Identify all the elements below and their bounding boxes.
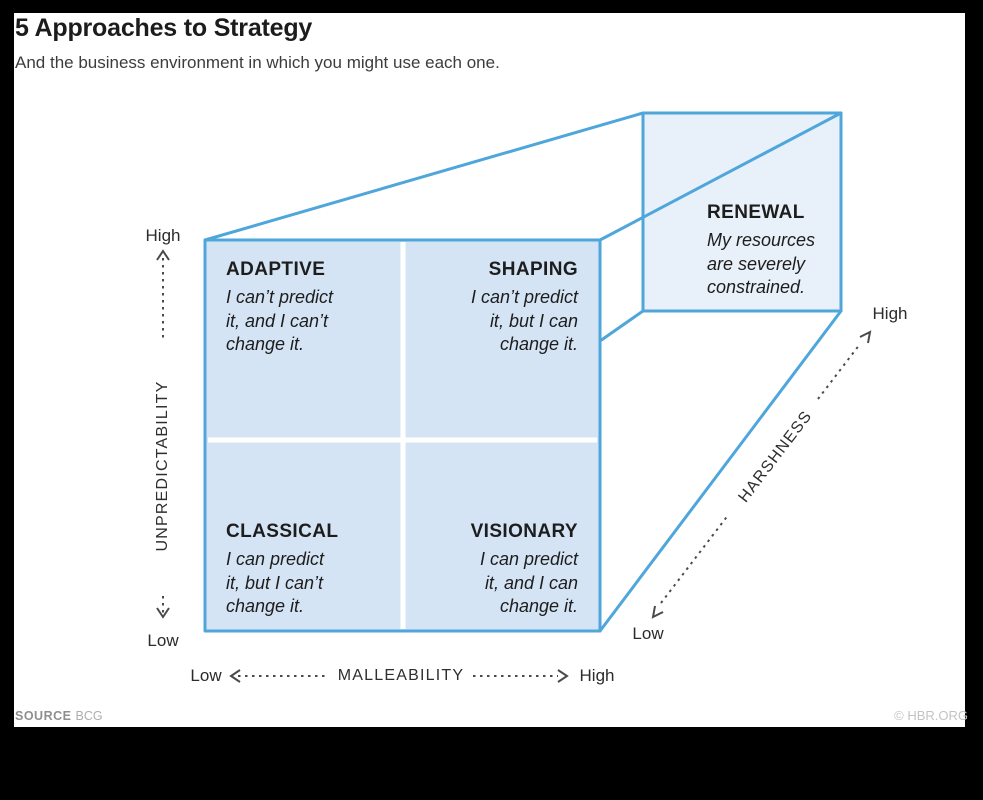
arrow-up-icon — [156, 249, 170, 261]
quadrant-adaptive-line: change it. — [226, 334, 305, 354]
quadrant-shaping: SHAPING I can’t predict it, but I can ch… — [408, 259, 578, 357]
malleability-low-label: Low — [190, 666, 222, 685]
arrow-down-icon — [156, 607, 170, 619]
quadrant-adaptive-title: ADAPTIVE — [226, 259, 326, 280]
harshness-low-label: Low — [632, 624, 664, 643]
arrow-up-right-icon — [859, 330, 872, 344]
harshness-axis-line-low — [660, 513, 730, 604]
unpredictability-axis — [156, 249, 170, 619]
renewal-line: constrained. — [707, 277, 806, 297]
arrow-down-left-icon — [651, 605, 664, 619]
quadrant-visionary: VISIONARY I can predict it, and I can ch… — [408, 521, 578, 619]
hbr-credit: © HBR.ORG — [894, 708, 968, 723]
perspective-line-floor — [598, 309, 843, 633]
arrow-left-icon — [229, 669, 241, 683]
renewal-title: RENEWAL — [707, 202, 805, 223]
harshness-axis — [651, 330, 872, 619]
page-title: 5 Approaches to Strategy — [15, 14, 313, 42]
perspective-line-top-left — [203, 111, 645, 242]
source-label: SOURCE — [15, 709, 72, 723]
source-value: BCG — [75, 709, 103, 723]
quadrant-shaping-line: I can’t predict — [470, 287, 578, 307]
unpredictability-high-label: High — [145, 226, 181, 245]
quadrant-classical-line: change it. — [226, 596, 305, 616]
quadrant-visionary-line: I can predict — [479, 549, 578, 569]
renewal-line: are severely — [707, 253, 806, 274]
renewal-line: My resources — [707, 230, 816, 250]
source-credit: SOURCE BCG — [15, 709, 103, 723]
quadrant-classical-line: I can predict — [226, 549, 325, 569]
quadrant-adaptive: ADAPTIVE I can’t predict it, and I can’t… — [226, 259, 333, 357]
arrow-right-icon — [557, 669, 569, 683]
quadrant-classical-title: CLASSICAL — [226, 521, 339, 542]
quadrant-adaptive-line: I can’t predict — [226, 287, 334, 307]
malleability-axis — [229, 669, 569, 683]
quadrant-adaptive-line: it, and I can’t — [226, 310, 329, 331]
perspective-line-back-bottom — [598, 309, 645, 343]
malleability-high-label: High — [579, 666, 615, 685]
quadrant-classical-line: it, but I can’t — [226, 572, 324, 593]
page-subtitle: And the business environment in which yo… — [15, 53, 500, 72]
harshness-axis-line-high — [817, 343, 861, 400]
quadrant-visionary-title: VISIONARY — [470, 521, 578, 542]
renewal-panel: RENEWAL My resources are severely constr… — [707, 202, 815, 300]
quadrant-visionary-line: it, and I can — [484, 572, 578, 593]
harshness-high-label: High — [872, 304, 908, 323]
perspective-line-top-right — [598, 111, 843, 242]
quadrant-classical: CLASSICAL I can predict it, but I can’t … — [226, 521, 338, 619]
quadrant-visionary-line: change it. — [499, 596, 578, 616]
unpredictability-axis-label: UNPREDICTABILITY — [154, 380, 171, 552]
quadrant-shaping-title: SHAPING — [488, 259, 578, 280]
malleability-axis-label: MALLEABILITY — [337, 667, 465, 684]
quadrant-shaping-line: change it. — [499, 334, 578, 354]
unpredictability-low-label: Low — [147, 631, 179, 650]
quadrant-shaping-line: it, but I can — [489, 310, 578, 331]
